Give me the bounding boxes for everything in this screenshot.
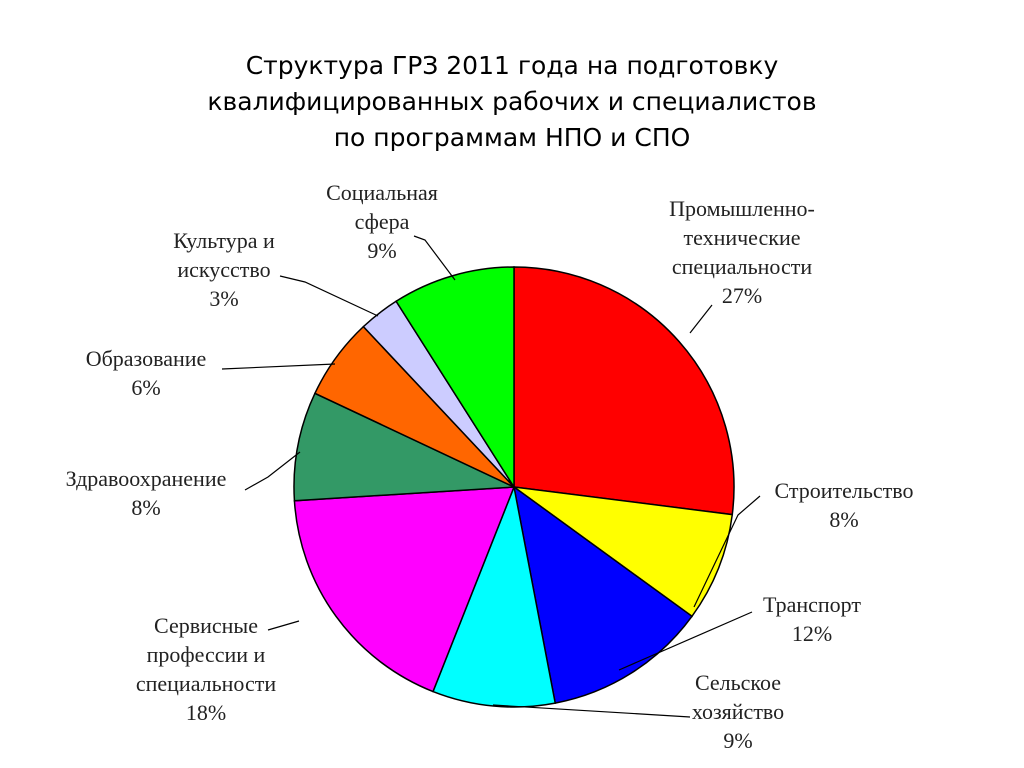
slice-label-8-line-0: Социальная <box>326 180 438 205</box>
slice-label-0-line-2: специальности <box>672 254 813 279</box>
slice-label-7-line-2: 3% <box>209 286 238 311</box>
slice-label-8-line-2: 9% <box>367 238 396 263</box>
slice-label-0-line-0: Промышленно- <box>669 196 815 221</box>
slice-label-8: Социальная сфера 9% <box>326 180 438 263</box>
slice-label-3-line-1: хозяйство <box>692 699 784 724</box>
pie-slice-4 <box>293 486 516 693</box>
leader-line-1 <box>693 495 761 608</box>
leader-line-2 <box>618 611 753 671</box>
leader-line-6 <box>221 363 336 370</box>
slice-label-4-line-3: 18% <box>186 700 226 725</box>
slice-label-6-line-1: 6% <box>131 375 160 400</box>
slice-label-7-line-1: искусство <box>177 257 270 282</box>
slice-label-3-line-2: 9% <box>723 728 752 753</box>
slice-label-7: Культура и искусство 3% <box>173 228 275 311</box>
chart-title-line-2: квалифицированных рабочих и специалистов <box>207 87 817 116</box>
slice-label-5-line-0: Здравоохранение <box>66 466 227 491</box>
slice-label-1: Строительство 8% <box>774 478 913 532</box>
slice-label-5: Здравоохранение 8% <box>66 466 227 520</box>
leader-line-4 <box>267 620 300 631</box>
slice-label-6-line-0: Образование <box>86 346 207 371</box>
leader-line-8 <box>413 235 456 281</box>
slice-label-2: Транспорт 12% <box>763 592 861 646</box>
leader-line-7 <box>279 275 379 317</box>
chart-title: Структура ГРЗ 2011 года на подготовку кв… <box>112 48 912 156</box>
slice-label-5-line-1: 8% <box>131 495 160 520</box>
slice-label-0: Промышленно-технические специальности 27% <box>669 196 815 308</box>
slice-label-2-line-1: 12% <box>792 621 832 646</box>
slice-label-4-line-1: профессии и <box>147 642 266 667</box>
pie-slice-3 <box>432 484 557 708</box>
slice-label-1-line-0: Строительство <box>774 478 913 503</box>
slice-label-2-line-0: Транспорт <box>763 592 861 617</box>
slice-label-0-line-3: 27% <box>722 283 762 308</box>
pie-slice-0 <box>513 266 735 516</box>
leader-line-3 <box>492 704 691 718</box>
pie-slice-8 <box>395 266 515 490</box>
leader-line-0 <box>689 304 713 334</box>
slice-label-4-line-0: Сервисные <box>154 613 258 638</box>
chart-title-line-3: по программам НПО и СПО <box>333 123 691 152</box>
slice-label-7-line-0: Культура и <box>173 228 275 253</box>
slice-label-1-line-1: 8% <box>829 507 858 532</box>
slice-label-0-line-1: технические <box>683 225 800 250</box>
pie-slice-1 <box>513 486 734 618</box>
pie-slice-2 <box>512 485 694 704</box>
leader-line-5 <box>244 451 301 491</box>
slice-label-3-line-0: Сельское <box>695 670 781 695</box>
slice-label-8-line-1: сфера <box>355 209 410 234</box>
slice-label-4-line-2: специальности <box>136 671 277 696</box>
slice-label-6: Образование 6% <box>86 346 207 400</box>
chart-title-line-1: Структура ГРЗ 2011 года на подготовку <box>245 51 779 80</box>
pie-slice-5 <box>293 392 515 502</box>
slice-label-3: Сельское хозяйство 9% <box>692 670 784 753</box>
slice-label-4: Сервисные профессии и специальности 18% <box>136 613 277 725</box>
